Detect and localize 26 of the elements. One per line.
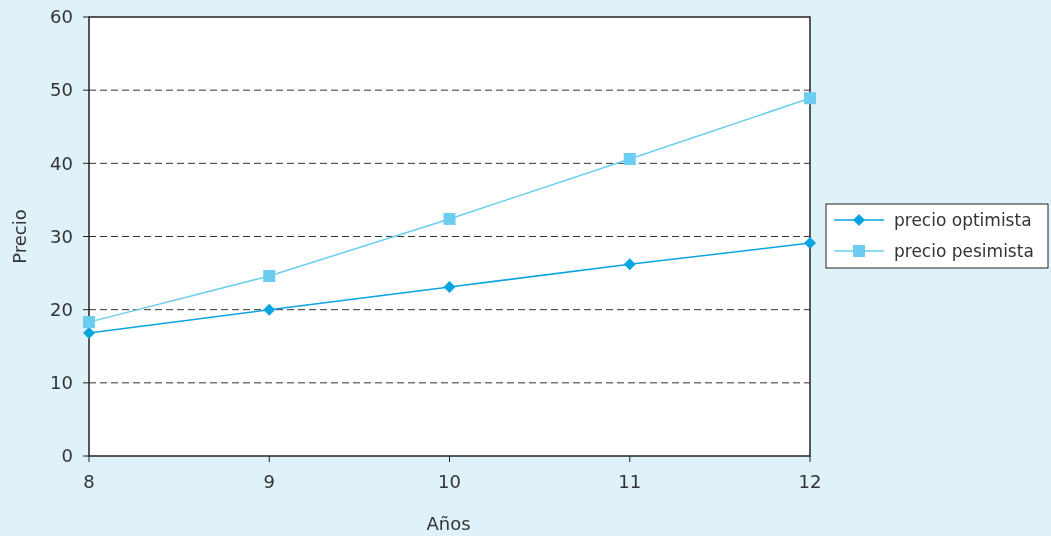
point — [443, 212, 456, 225]
y-tick-label: 60 — [50, 6, 73, 28]
x-tick-label: 8 — [83, 471, 95, 492]
point — [804, 92, 816, 105]
y-tick-label: 20 — [50, 298, 73, 320]
point — [623, 152, 636, 165]
y-tick-label: 0 — [61, 445, 73, 467]
legend-label: precio pesimista — [894, 240, 1034, 261]
point — [83, 327, 95, 340]
x-tick-label: 9 — [263, 471, 275, 492]
point — [263, 270, 276, 283]
y-axis-title: Precio — [9, 209, 30, 264]
x-tick-label: 11 — [618, 471, 642, 492]
point — [623, 258, 636, 271]
y-tick-label: 30 — [50, 225, 73, 247]
point — [443, 280, 456, 293]
y-tick-label: 50 — [50, 79, 73, 101]
y-tick-label: 40 — [50, 152, 73, 174]
x-axis-title: Años — [426, 513, 471, 534]
y-tick-label: 10 — [50, 372, 73, 394]
x-tick-label: 10 — [438, 471, 461, 492]
x-tick-label: 12 — [798, 471, 822, 492]
point — [804, 237, 816, 250]
point — [263, 303, 276, 316]
legend-label: precio optimista — [894, 209, 1032, 230]
point — [83, 316, 95, 329]
